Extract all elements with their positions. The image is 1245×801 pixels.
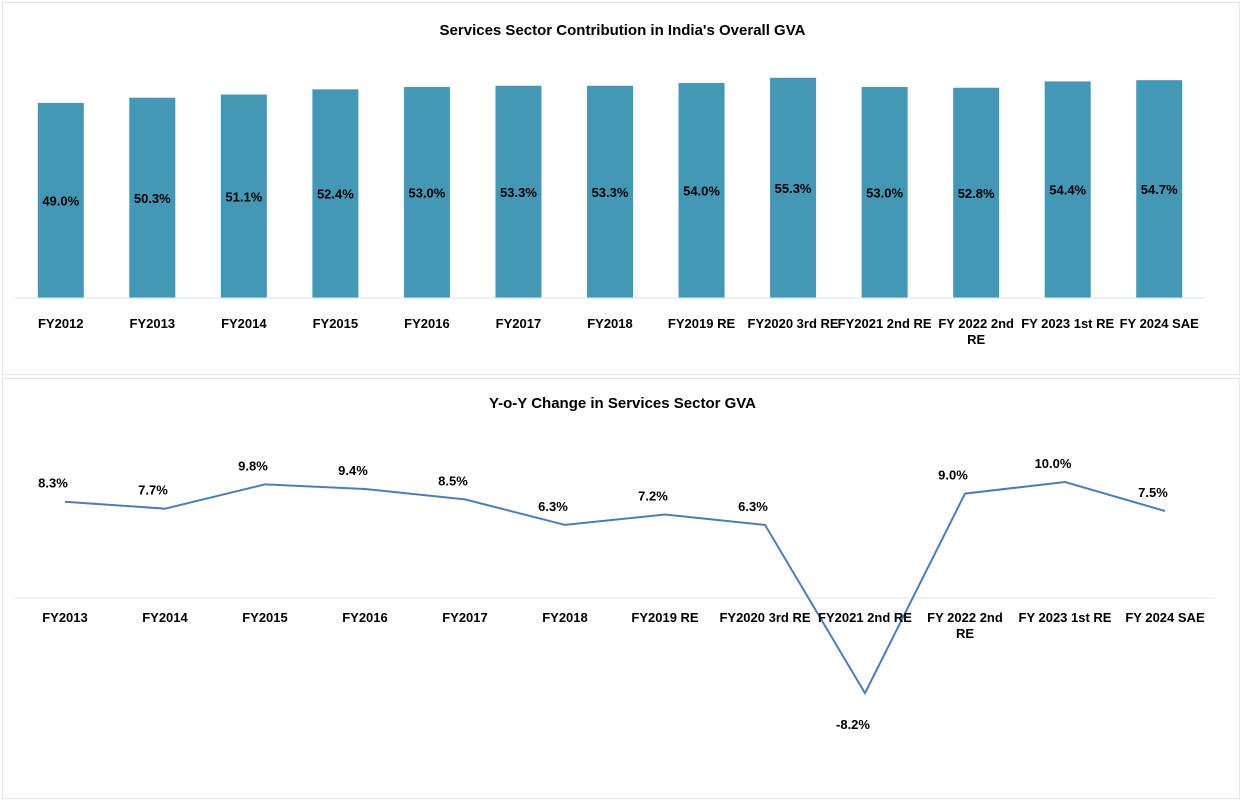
line (64, 480, 1166, 696)
data-label: 54.0% (683, 183, 720, 198)
bar (129, 97, 176, 298)
x-tick-label: FY2016 (404, 316, 450, 331)
data-label: 54.4% (1049, 183, 1086, 198)
data-label: 7.7% (138, 483, 168, 498)
x-tick-label: FY 2023 1st RE (1018, 610, 1112, 625)
x-tick-label: FY2018 (542, 610, 588, 625)
x-tick-label: FY2016 (342, 610, 388, 625)
x-tick-label: FY 2024 SAE (1119, 316, 1199, 331)
data-label: 54.7% (1141, 182, 1178, 197)
data-label: 53.0% (408, 185, 445, 200)
data-label: 7.5% (1138, 485, 1168, 500)
x-tick-label: FY2021 2nd RE (818, 610, 912, 625)
data-label: 9.0% (938, 468, 968, 483)
bar (495, 85, 542, 298)
data-label: 53.0% (866, 185, 903, 200)
x-tick-label: FY2015 (242, 610, 288, 625)
bar (770, 77, 817, 298)
x-tick-label: FY2020 3rd RE (719, 610, 811, 625)
bar (953, 87, 1000, 298)
x-tick-label: FY2015 (312, 316, 359, 331)
x-tick-label: FY2013 (129, 316, 176, 331)
x-tick-label: FY2017 (495, 316, 542, 331)
bar (403, 86, 450, 298)
data-label: 10.0% (1035, 456, 1072, 471)
x-tick-label: FY2020 3rd RE (747, 316, 839, 331)
bar (1044, 81, 1091, 298)
bar (1136, 80, 1183, 298)
data-label: 53.3% (500, 185, 537, 200)
x-tick-label: FY2018 (587, 316, 633, 331)
data-label: 51.1% (225, 189, 262, 204)
data-label: 6.3% (538, 499, 568, 514)
bar (312, 89, 359, 298)
data-label: 6.3% (738, 499, 768, 514)
data-label: 8.5% (438, 473, 468, 488)
bar (861, 86, 908, 298)
x-tick-label: FY2014 (142, 610, 188, 625)
bar (678, 82, 725, 298)
bar (587, 85, 633, 298)
data-label: 7.2% (638, 488, 668, 503)
x-tick-label: FY 2023 1st RE (1021, 316, 1115, 331)
x-tick-label: FY2019 RE (631, 610, 699, 625)
x-tick-label: FY 2024 SAE (1125, 610, 1205, 625)
data-label: 8.3% (38, 476, 68, 491)
x-tick-label: FY2014 (221, 316, 267, 331)
data-label: 53.3% (592, 185, 629, 200)
data-label: 49.0% (42, 193, 79, 208)
data-label: 52.8% (958, 186, 995, 201)
x-tick-label: FY 2022 2nd RE (938, 316, 1014, 347)
chart-title: Services Sector Contribution in India's … (439, 22, 806, 39)
x-tick-label: FY2013 (42, 610, 88, 625)
data-label: 52.4% (317, 187, 354, 202)
x-tick-label: FY2021 2nd RE (837, 316, 932, 331)
data-label: 9.8% (238, 458, 268, 473)
x-tick-label: FY2017 (442, 610, 488, 625)
chart-panel (2, 2, 1240, 375)
chart-title: Y-o-Y Change in Services Sector GVA (488, 395, 757, 412)
x-tick-label: FY 2022 2nd RE (927, 610, 1003, 641)
bar (220, 94, 267, 298)
data-label: -8.2% (836, 717, 870, 732)
chart-panel (2, 378, 1240, 799)
bar (37, 102, 84, 298)
x-tick-label: FY2019 RE (667, 316, 736, 331)
data-label: 9.4% (338, 463, 368, 478)
data-label: 50.3% (134, 191, 171, 206)
data-label: 55.3% (775, 181, 812, 196)
x-tick-label: FY2012 (37, 316, 84, 331)
